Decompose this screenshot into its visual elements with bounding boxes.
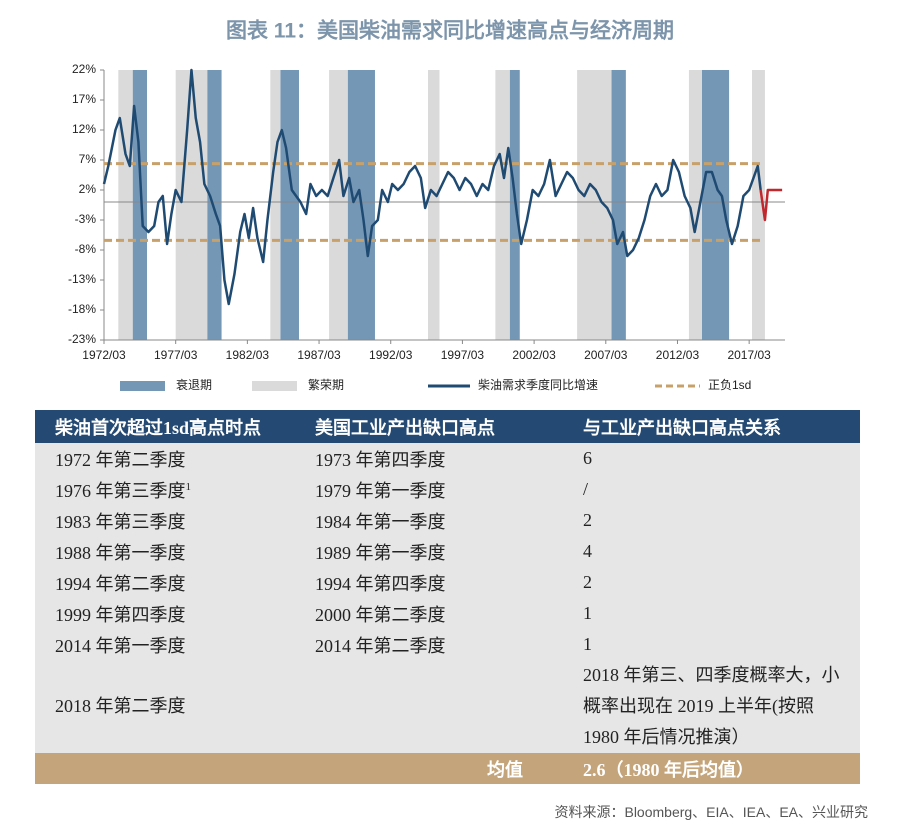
- x-tick-label: 1987/03: [297, 348, 341, 362]
- table-row: 1999 年第四季度 2000 年第二季度 1: [35, 598, 860, 629]
- y-tick-label: 22%: [72, 62, 96, 76]
- table-cell: 1989 年第一季度: [295, 536, 563, 567]
- table-cell: 1999 年第四季度: [35, 598, 295, 629]
- band: [118, 70, 133, 340]
- band: [329, 70, 348, 340]
- footnote-mark: 1: [185, 480, 192, 493]
- table-row: 1988 年第一季度 1989 年第一季度 4: [35, 536, 860, 567]
- table-cell: 1979 年第一季度: [295, 474, 563, 505]
- header-cell: 与工业产出缺口高点关系: [563, 410, 860, 443]
- table-row: 1976 年第三季度1 1979 年第一季度 /: [35, 474, 860, 505]
- y-tick-label: -23%: [68, 332, 96, 346]
- x-tick-label: 2002/03: [512, 348, 556, 362]
- y-tick-label: -3%: [75, 212, 97, 226]
- legend-swatch: [120, 381, 165, 391]
- band: [701, 70, 730, 340]
- y-tick-label: -18%: [68, 302, 96, 316]
- band: [495, 70, 510, 340]
- series-line: [759, 188, 783, 222]
- table-cell: 2: [563, 567, 860, 598]
- table-row: 1972 年第二季度 1973 年第四季度 6: [35, 443, 860, 474]
- y-tick-label: -8%: [75, 242, 97, 256]
- table-cell: 1983 年第三季度: [35, 505, 295, 536]
- band: [577, 70, 612, 340]
- table-cell: 1972 年第二季度: [35, 443, 295, 474]
- x-tick-label: 2007/03: [584, 348, 628, 362]
- table-row: 1994 年第二季度 1994 年第四季度 2: [35, 567, 860, 598]
- table-cell: 1994 年第二季度: [35, 567, 295, 598]
- x-tick-label: 2012/03: [656, 348, 700, 362]
- legend-label: 衰退期: [176, 377, 212, 392]
- table-body: 1972 年第二季度 1973 年第四季度 6 1976 年第三季度1 1979 年第一…: [35, 443, 860, 753]
- y-tick-label: -13%: [68, 272, 96, 286]
- table-cell: 1: [563, 629, 860, 660]
- table-cell: 1973 年第四季度: [295, 443, 563, 474]
- chart-title: 图表 11：美国柴油需求同比增速高点与经济周期: [226, 19, 674, 43]
- band: [270, 70, 281, 340]
- table-cell: 1984 年第一季度: [295, 505, 563, 536]
- x-tick-label: 1992/03: [369, 348, 413, 362]
- header-cell: 美国工业产出缺口高点: [295, 410, 563, 443]
- band: [752, 70, 765, 340]
- series-line: [102, 68, 762, 306]
- header-row: 柴油首次超过1sd高点时点 美国工业产出缺口高点 与工业产出缺口高点关系: [35, 410, 860, 443]
- y-tick-label: 17%: [72, 92, 96, 106]
- table-cell: 1976 年第三季度1: [35, 474, 295, 505]
- header-cell: 柴油首次超过1sd高点时点: [35, 410, 295, 443]
- table-row: 2014 年第一季度 2014 年第二季度 1: [35, 629, 860, 660]
- table-cell: [295, 660, 563, 753]
- y-tick-label: 7%: [79, 152, 97, 166]
- table: 柴油首次超过1sd高点时点 美国工业产出缺口高点 与工业产出缺口高点关系 197…: [35, 410, 860, 784]
- cell-text: 1976 年第三季度: [55, 480, 186, 501]
- table-cell: 2000 年第二季度: [295, 598, 563, 629]
- x-tick-label: 1997/03: [441, 348, 485, 362]
- x-tick-label: 2017/03: [727, 348, 771, 362]
- band: [611, 70, 626, 340]
- footer-value: 2.6（1980 年后均值）: [563, 753, 860, 784]
- table-cell: 2018 年第三、四季度概率大，小概率出现在 2019 上半年(按照 1980 …: [563, 660, 860, 753]
- table-cell: 2014 年第一季度: [35, 629, 295, 660]
- legend-label: 正负1sd: [708, 378, 751, 392]
- table-cell: 2014 年第二季度: [295, 629, 563, 660]
- band: [688, 70, 702, 340]
- table-cell: 2018 年第二季度: [35, 660, 295, 753]
- table-cell: 2: [563, 505, 860, 536]
- source: 资料来源：Bloomberg、EIA、IEA、EA、兴业研究: [554, 804, 868, 820]
- table-cell: /: [563, 474, 860, 505]
- band: [207, 70, 222, 340]
- table-cell: 6: [563, 443, 860, 474]
- y-tick-label: 2%: [79, 182, 97, 196]
- y-tick-label: 12%: [72, 122, 96, 136]
- table-cell: 1988 年第一季度: [35, 536, 295, 567]
- table-cell: 1994 年第四季度: [295, 567, 563, 598]
- band: [175, 70, 208, 340]
- band: [132, 70, 148, 340]
- table-cell: 1: [563, 598, 860, 629]
- legend-label: 柴油需求季度同比增速: [478, 377, 598, 392]
- table-row: 2018 年第二季度 2018 年第三、四季度概率大，小概率出现在 2019 上半…: [35, 660, 860, 753]
- band: [280, 70, 299, 340]
- legend-swatch: [252, 381, 297, 391]
- x-tick-label: 1972/03: [82, 348, 126, 362]
- footer-row: 均值 2.6（1980 年后均值）: [35, 753, 860, 784]
- x-tick-label: 1982/03: [226, 348, 270, 362]
- band: [428, 70, 440, 340]
- x-tick-label: 1977/03: [154, 348, 198, 362]
- chart: 图表 11：美国柴油需求同比增速高点与经济周期 22% 17% 12% 7% 2% -3%…: [68, 19, 785, 392]
- footer-label: 均值: [295, 753, 563, 784]
- table-cell: 4: [563, 536, 860, 567]
- legend-label: 繁荣期: [308, 377, 344, 392]
- table-row: 1983 年第三季度 1984 年第一季度 2: [35, 505, 860, 536]
